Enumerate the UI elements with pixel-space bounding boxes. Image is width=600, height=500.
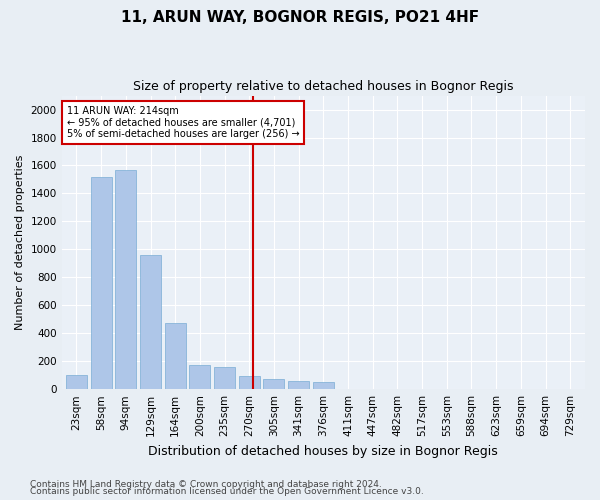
Text: 11, ARUN WAY, BOGNOR REGIS, PO21 4HF: 11, ARUN WAY, BOGNOR REGIS, PO21 4HF: [121, 10, 479, 25]
Bar: [115, 170, 136, 389]
Bar: [288, 382, 309, 389]
Bar: [214, 367, 235, 389]
Bar: [263, 380, 284, 389]
Bar: [66, 375, 87, 389]
Text: 11 ARUN WAY: 214sqm
← 95% of detached houses are smaller (4,701)
5% of semi-deta: 11 ARUN WAY: 214sqm ← 95% of detached ho…: [67, 106, 299, 139]
Y-axis label: Number of detached properties: Number of detached properties: [15, 154, 25, 330]
Text: Contains public sector information licensed under the Open Government Licence v3: Contains public sector information licen…: [30, 488, 424, 496]
Title: Size of property relative to detached houses in Bognor Regis: Size of property relative to detached ho…: [133, 80, 514, 93]
Bar: [165, 324, 186, 389]
Text: Contains HM Land Registry data © Crown copyright and database right 2024.: Contains HM Land Registry data © Crown c…: [30, 480, 382, 489]
X-axis label: Distribution of detached houses by size in Bognor Regis: Distribution of detached houses by size …: [148, 444, 498, 458]
Bar: [140, 255, 161, 389]
Bar: [313, 382, 334, 389]
Bar: [239, 376, 260, 389]
Bar: [91, 176, 112, 389]
Bar: [190, 364, 211, 389]
